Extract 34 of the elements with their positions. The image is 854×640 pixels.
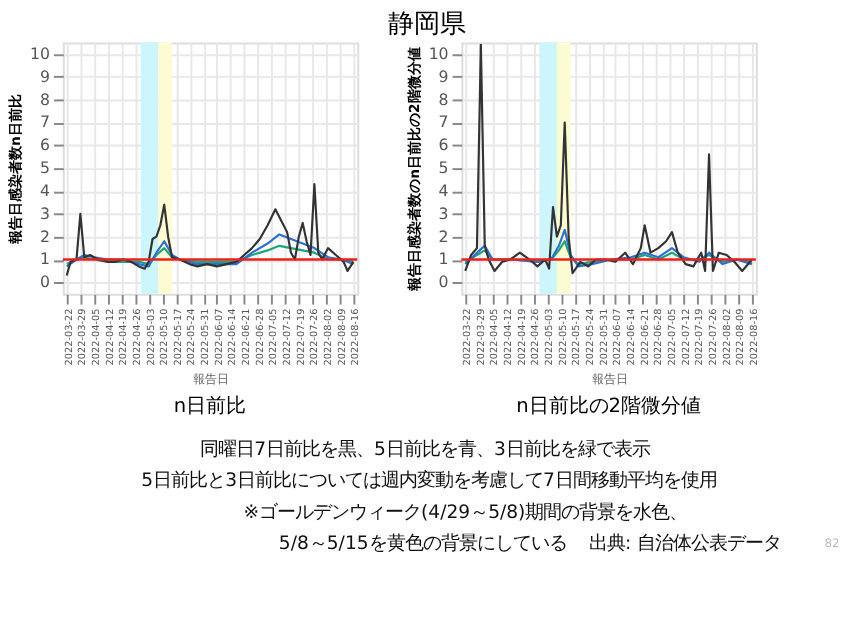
y-tick-label: 1 xyxy=(438,250,449,269)
text: 同曜日7日前比を黒、5日前比を青、3日前比を緑で表示 xyxy=(200,438,650,461)
y-tick-label: 7 xyxy=(438,113,449,132)
line-series xyxy=(464,228,754,268)
text: 静岡県 xyxy=(388,9,467,40)
text: 5日前比と3日前比については週内変動を考慮して7日間移動平均を使用 xyxy=(141,470,717,493)
y-tick-label: 3 xyxy=(438,204,449,223)
y-tick-label: 0 xyxy=(438,273,449,292)
y-tick-label: 2 xyxy=(438,227,449,246)
y-tick-label: 7 xyxy=(40,113,51,132)
y-tick-label: 4 xyxy=(438,181,449,200)
y-tick-label: 4 xyxy=(40,181,51,200)
y-tick-label: 2 xyxy=(40,227,51,246)
text: n日前比の2階微分値 xyxy=(516,393,702,418)
text: ※ゴールデンウィーク(4/29～5/8)期間の背景を水色、 xyxy=(243,501,688,524)
y-tick-label: 8 xyxy=(40,90,51,109)
y-tick-label: 10 xyxy=(30,44,51,63)
y-tick-label: 0 xyxy=(40,273,51,292)
source-note: 出典: 自治体公表データ xyxy=(588,533,782,556)
line-series xyxy=(65,233,355,268)
y-tick-label: 5 xyxy=(40,159,51,178)
y-tick-label: 5 xyxy=(438,159,449,178)
line-series xyxy=(464,43,754,275)
y-tick-label: 1 xyxy=(40,250,51,269)
y-tick-label: 9 xyxy=(438,67,449,86)
y-tick-label: 3 xyxy=(40,204,51,223)
y-tick-label: 10 xyxy=(428,44,449,63)
line-series xyxy=(65,183,355,277)
y-tick-label: 6 xyxy=(438,136,449,155)
text: n日前比 xyxy=(173,393,247,418)
y-tick-label: 9 xyxy=(40,67,51,86)
text: 5/8～5/15を黄色の背景にしている xyxy=(278,533,567,556)
y-tick-label: 6 xyxy=(40,136,51,155)
y-tick-label: 8 xyxy=(438,90,449,109)
